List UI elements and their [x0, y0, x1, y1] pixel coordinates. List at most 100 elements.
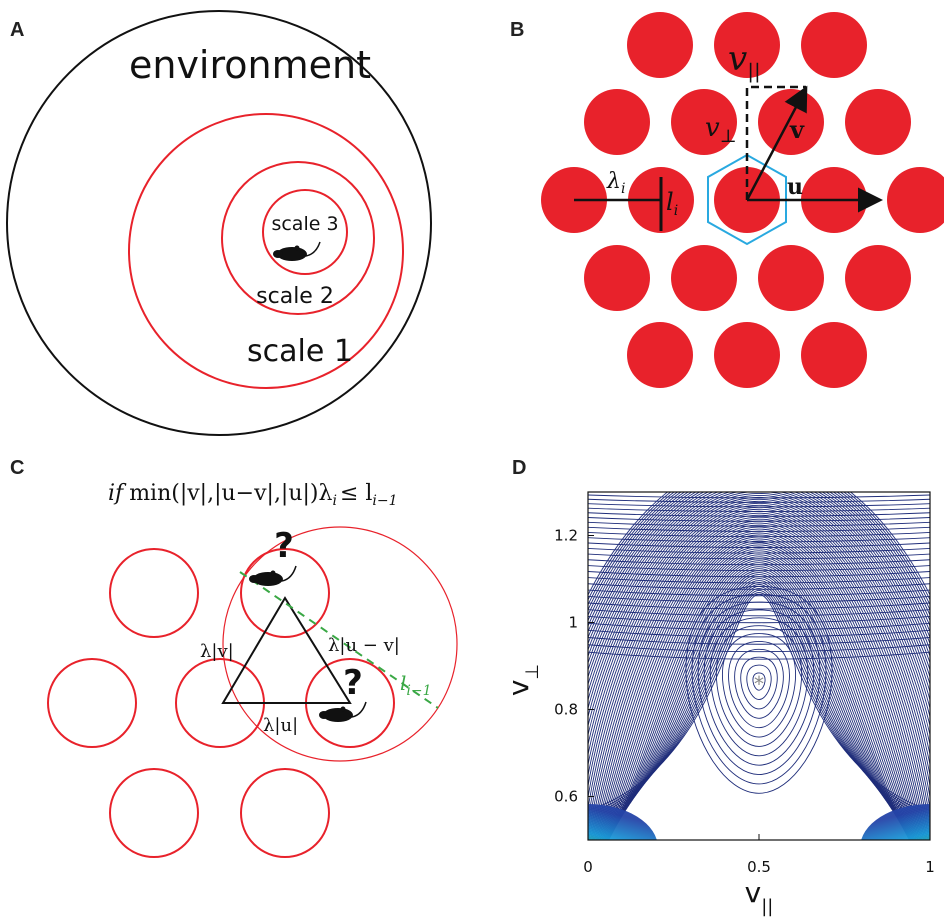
contour-line: [597, 534, 921, 840]
contour-line: [588, 580, 930, 833]
contour-line: [588, 516, 930, 833]
question-mark: ?: [274, 526, 294, 566]
contour-line: [588, 587, 930, 821]
contour-line: [588, 644, 930, 653]
panel-a: A environment scale 1 scale 2 scale 3: [6, 10, 432, 436]
optimum-marker: *: [754, 672, 764, 696]
contour-line: [588, 518, 930, 840]
vec-u-label: u: [787, 174, 803, 200]
panel-label-d: D: [512, 457, 526, 479]
contour-line: [588, 531, 930, 538]
contour-line: [588, 498, 930, 737]
contour-line: [588, 494, 930, 719]
contour-line: [588, 503, 930, 508]
contour-line: [596, 532, 922, 840]
scale2-circle: [221, 161, 375, 315]
contour-line: [588, 496, 930, 728]
y-tick-label: 1: [568, 614, 578, 632]
contour-line: [589, 522, 929, 840]
y-axis: 0.6 0.8 1 1.2: [554, 527, 594, 806]
contour-line: [588, 492, 930, 711]
x-tick-label: 0: [583, 858, 593, 876]
rat-icon: [319, 701, 367, 722]
scale3-circle: [262, 189, 348, 275]
contour-line: [588, 578, 930, 837]
panel-b: B v|| v⊥ v u λi li: [510, 12, 944, 388]
rat-icon: [249, 565, 297, 586]
environment-circle: [6, 10, 432, 436]
contour-line: [606, 560, 912, 840]
x-tick-label: 1: [925, 858, 935, 876]
v-par-label: v||: [728, 39, 761, 84]
contour-line: [588, 548, 930, 554]
contour-line: [588, 622, 930, 631]
vec-v-label: v: [789, 115, 805, 144]
scale1-circle: [128, 113, 404, 389]
contour-line: [606, 550, 912, 840]
contour-line: [588, 512, 930, 811]
contour-line: [697, 601, 821, 775]
scale3-label: scale 3: [271, 213, 338, 235]
contour-line: [600, 568, 918, 840]
contour-line: [604, 546, 914, 840]
contour-line: [605, 548, 913, 840]
contour-line: [588, 494, 930, 499]
heat-blob-right: [861, 804, 930, 840]
contour-line: [603, 544, 915, 840]
contour-line: [588, 584, 930, 827]
contour-line: [588, 537, 930, 543]
lambda-label: λi: [606, 169, 625, 197]
hexagon-cell: [707, 153, 787, 246]
contour-line: [588, 651, 930, 660]
contour-line: [588, 571, 930, 578]
environment-label: environment: [129, 43, 371, 87]
y-tick-label: 0.6: [554, 788, 578, 806]
panel-label-b: B: [510, 19, 524, 41]
contour-line: [600, 538, 918, 840]
contour-line: [588, 498, 930, 503]
contour-line: [588, 609, 930, 617]
l-im1-label: li−1: [400, 671, 432, 699]
contour-line: [591, 524, 927, 840]
vector-v: [745, 85, 808, 201]
triangle: [221, 596, 352, 704]
contour-line: [592, 526, 926, 840]
l-label: li: [666, 188, 678, 219]
green-dashed-line: [239, 571, 439, 709]
y-tick-label: 1.2: [554, 527, 578, 545]
contour-line: [588, 589, 930, 597]
condition-text: if min(|v|,|u−v|,|u|)λi ≤ li−1: [108, 481, 398, 509]
contour-line: [605, 562, 913, 840]
rat-icon: [273, 241, 321, 261]
contour-line: [588, 637, 930, 645]
y-tick-label: 0.8: [554, 701, 578, 719]
contour-line: [746, 664, 772, 700]
contour-line: [607, 556, 911, 840]
contour-line: [593, 528, 925, 840]
contour-line: [752, 672, 766, 691]
contour-line: [588, 577, 930, 584]
contour-line: [588, 602, 930, 610]
question-mark: ?: [343, 663, 363, 703]
contour-line: [588, 591, 930, 814]
x-tick-label: 0.5: [747, 858, 771, 876]
side-u-label: λ|u|: [263, 715, 298, 736]
contour-line: [590, 574, 928, 840]
contour-line: [588, 629, 930, 638]
panel-c: C if min(|v|,|u−v|,|u|)λi ≤ li−1 ? ? λ|v| …: [10, 457, 458, 858]
contour-line: [588, 586, 930, 824]
side-uv-label: λ|u − v|: [328, 635, 400, 656]
contour-line: [602, 566, 916, 840]
contour-line: [691, 593, 827, 785]
panel-d: D * 0 0.5 1 0.60.811.2 v|| v⊥: [502, 457, 935, 917]
y-axis-label: v⊥: [502, 664, 543, 696]
contour-line: [588, 504, 930, 768]
contour-line: [703, 609, 815, 766]
contour-line: [588, 615, 930, 624]
contour-line: [728, 640, 790, 729]
contour-line: [601, 540, 917, 840]
contour-line: [734, 648, 784, 719]
contour-line: [588, 559, 930, 566]
contour-line: [594, 572, 924, 840]
